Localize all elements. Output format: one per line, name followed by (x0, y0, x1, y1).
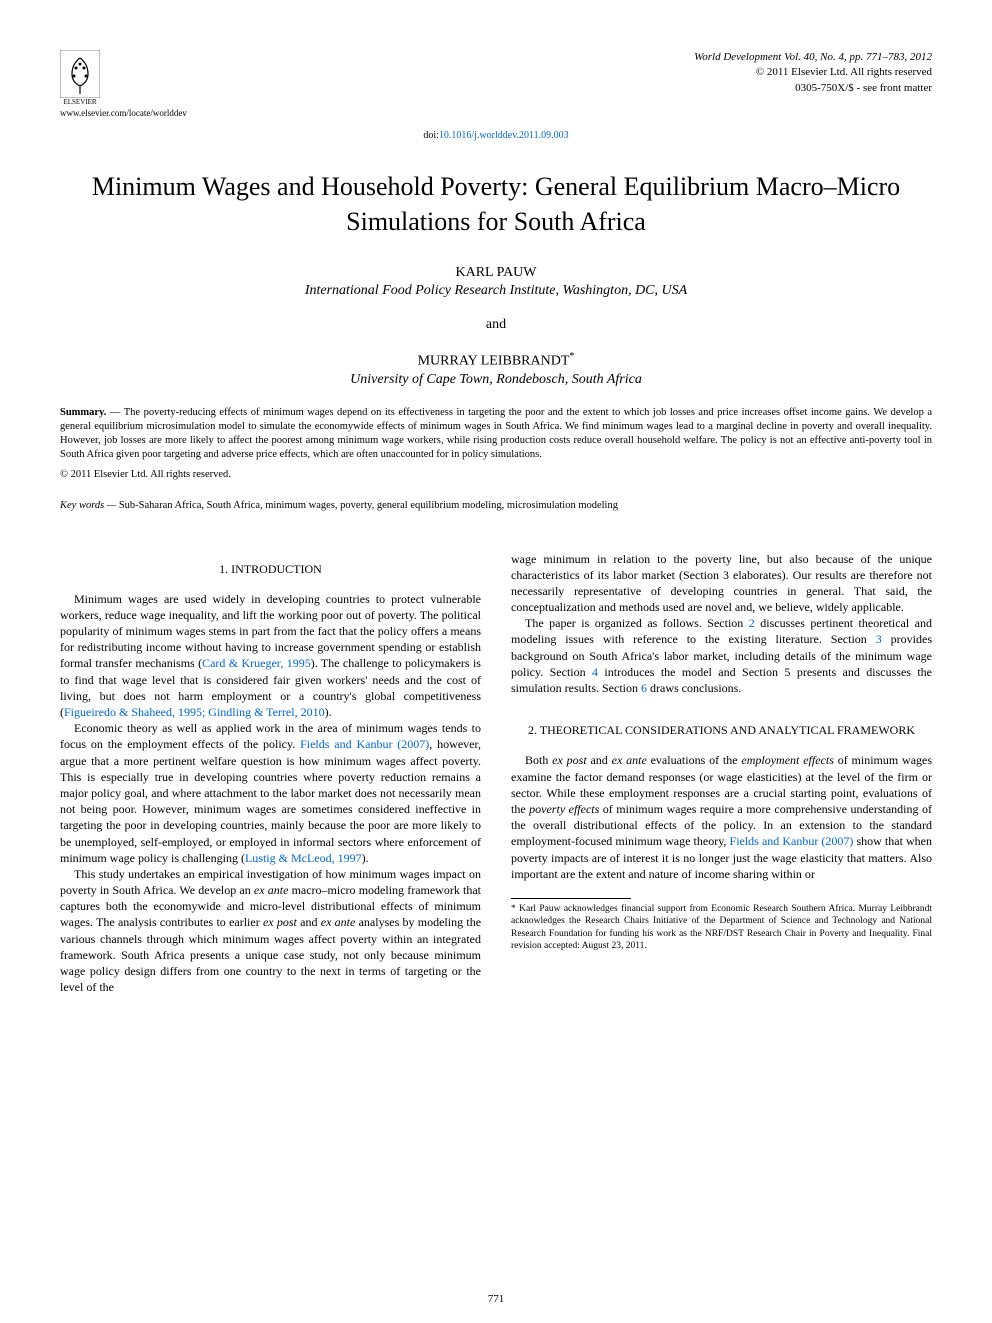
summary-block: Summary. — The poverty-reducing effects … (60, 406, 932, 463)
cite-fields-kanbur-2007-b[interactable]: Fields and Kanbur (2007) (730, 834, 854, 848)
keywords-dash: — (104, 500, 119, 511)
cite-lustig-mcleod-1997[interactable]: Lustig & McLeod, 1997 (245, 851, 362, 865)
keywords-text: Sub-Saharan Africa, South Africa, minimu… (119, 500, 618, 511)
cite-card-krueger-1995[interactable]: Card & Krueger, 1995 (202, 656, 311, 670)
s1-p2-c: ). (362, 851, 369, 865)
elsevier-tree-icon (60, 50, 100, 98)
section-2-heading: 2. THEORETICAL CONSIDERATIONS AND ANALYT… (511, 722, 932, 738)
citation-line-1: World Development Vol. 40, No. 4, pp. 77… (694, 50, 932, 65)
keywords-label: Key words (60, 500, 104, 511)
section-1-heading: 1. INTRODUCTION (60, 561, 481, 577)
author-2-footnote-mark[interactable]: * (569, 351, 574, 362)
s1-p4-e: draws conclusions. (647, 681, 741, 695)
s2-p1: Both ex post and ex ante evaluations of … (511, 752, 932, 882)
s1-p3-cont: wage minimum in relation to the poverty … (511, 551, 932, 616)
s1-p1-c: ). (325, 705, 332, 719)
footnote-mark: * (511, 904, 516, 914)
summary-label: Summary. (60, 407, 106, 418)
doi-prefix: doi: (423, 130, 439, 141)
summary-text: The poverty-reducing effects of minimum … (60, 407, 932, 461)
footnote-body: Karl Pauw acknowledges financial support… (511, 904, 932, 951)
s1-p4-a: The paper is organized as follows. Secti… (525, 616, 749, 630)
article-title: Minimum Wages and Household Poverty: Gen… (60, 169, 932, 239)
doi-line: doi:10.1016/j.worlddev.2011.09.003 (60, 130, 932, 141)
cite-fields-kanbur-2007-a[interactable]: Fields and Kanbur (2007) (300, 737, 429, 751)
copyright-line: © 2011 Elsevier Ltd. All rights reserved… (60, 469, 932, 480)
s1-p1: Minimum wages are used widely in develop… (60, 591, 481, 721)
publisher-logo-label: ELSEVIER (60, 98, 100, 106)
keywords-block: Key words — Sub-Saharan Africa, South Af… (60, 500, 932, 511)
summary-dash: — (106, 407, 123, 418)
s1-p3: This study undertakes an empirical inves… (60, 866, 481, 996)
page-header: ELSEVIER www.elsevier.com/locate/worldde… (60, 50, 932, 118)
author-2-name-text: MURRAY LEIBBRANDT (418, 354, 570, 369)
s1-p3-text-a: This study undertakes an empirical inves… (60, 867, 481, 994)
citation-line-3: 0305-750X/$ - see front matter (694, 81, 932, 96)
footnote-text: * Karl Pauw acknowledges financial suppo… (511, 903, 932, 952)
body-columns: 1. INTRODUCTION Minimum wages are used w… (60, 551, 932, 996)
citation-block: World Development Vol. 40, No. 4, pp. 77… (694, 50, 932, 96)
s1-p2-b: , however, argue that a more pertinent w… (60, 737, 481, 864)
author-1-affiliation: International Food Policy Research Insti… (60, 283, 932, 299)
right-column: wage minimum in relation to the poverty … (511, 551, 932, 996)
left-column: 1. INTRODUCTION Minimum wages are used w… (60, 551, 481, 996)
author-2-affiliation: University of Cape Town, Rondebosch, Sou… (60, 372, 932, 388)
publisher-logo-block: ELSEVIER www.elsevier.com/locate/worldde… (60, 50, 187, 118)
doi-link[interactable]: 10.1016/j.worlddev.2011.09.003 (439, 130, 569, 141)
publisher-url[interactable]: www.elsevier.com/locate/worlddev (60, 108, 187, 118)
author-separator: and (60, 317, 932, 333)
footnote-rule (511, 898, 631, 899)
cite-figueiredo-shaheed-gindling-terrel[interactable]: Figueiredo & Shaheed, 1995; Gindling & T… (64, 705, 325, 719)
page-number: 771 (0, 1293, 992, 1305)
author-1-name: KARL PAUW (60, 265, 932, 281)
s1-p2: Economic theory as well as applied work … (60, 720, 481, 866)
s1-p4: The paper is organized as follows. Secti… (511, 615, 932, 696)
author-2-name: MURRAY LEIBBRANDT* (60, 351, 932, 370)
citation-line-2: © 2011 Elsevier Ltd. All rights reserved (694, 65, 932, 80)
